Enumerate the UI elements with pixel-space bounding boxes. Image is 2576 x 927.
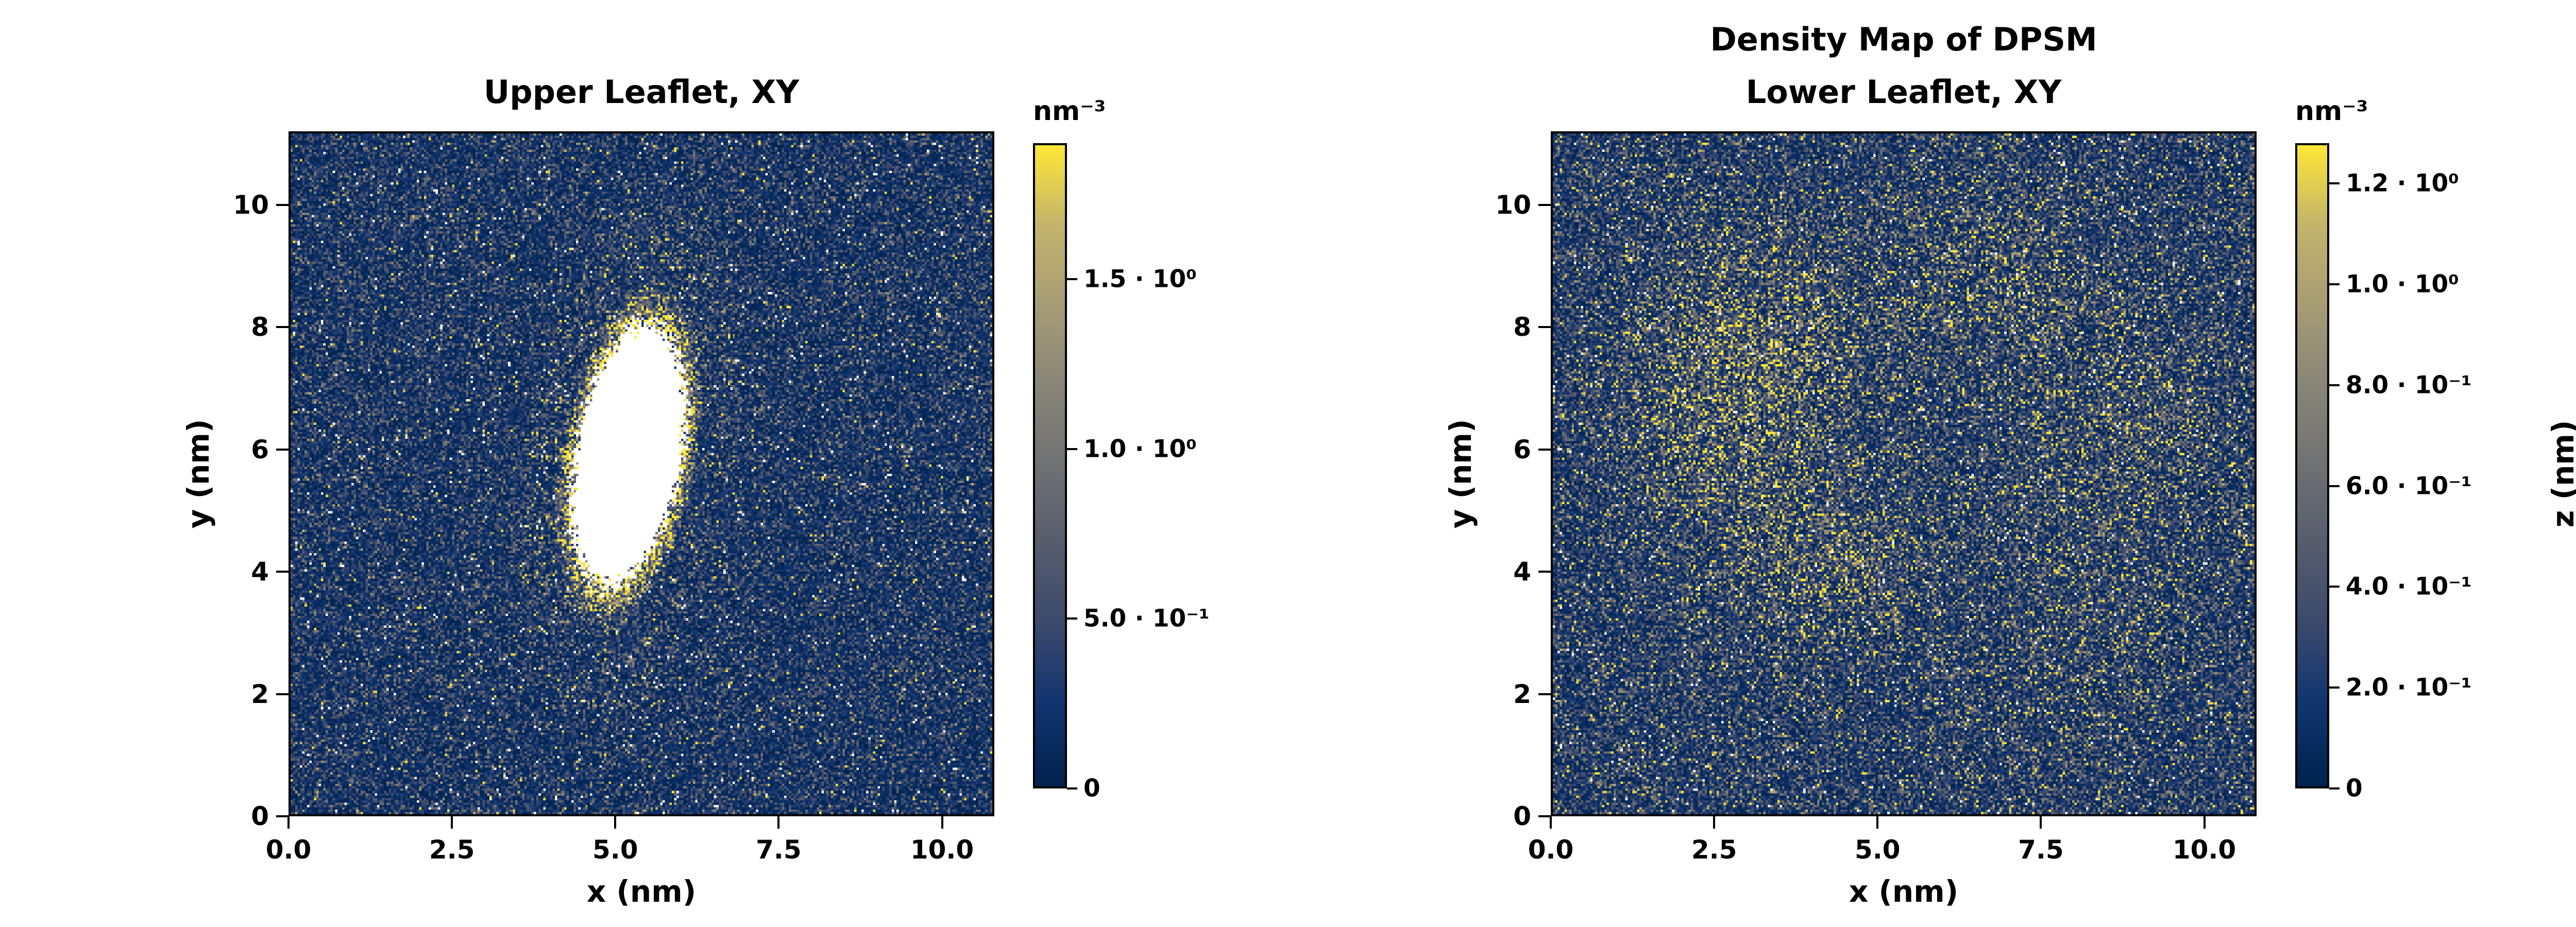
- x-axis-label: x (nm): [1849, 874, 1959, 909]
- y-tick-mark: [276, 815, 289, 817]
- y-tick-mark: [276, 448, 289, 451]
- y-tick-mark: [276, 203, 289, 206]
- y-tick-mark: [1538, 815, 1551, 817]
- heatmap-plot-area: [1551, 131, 2257, 816]
- x-tick-label: 7.5: [756, 835, 802, 865]
- x-tick-mark: [2040, 816, 2042, 829]
- colorbar-tick-mark: [1067, 278, 1077, 280]
- y-tick-mark: [1538, 326, 1551, 328]
- colorbar-tick-mark: [2329, 586, 2340, 588]
- y-tick-label: 10: [1495, 190, 1531, 220]
- colorbar-tick-label: 1.0 · 10⁰: [2346, 270, 2459, 299]
- y-tick-label: 8: [251, 312, 269, 342]
- colorbar-canvas: [2297, 145, 2327, 786]
- colorbar-tick-mark: [1067, 617, 1077, 620]
- x-tick-label: 2.5: [429, 835, 475, 865]
- colorbar-tick-mark: [2329, 686, 2340, 689]
- colorbar-tick-mark: [1067, 448, 1077, 450]
- y-tick-label: 4: [251, 557, 269, 587]
- y-tick-mark: [1538, 571, 1551, 573]
- colorbar-tick-mark: [2329, 182, 2340, 185]
- y-tick-label: 8: [1513, 312, 1531, 342]
- y-tick-label: 2: [251, 679, 269, 709]
- y-tick-label: 10: [233, 190, 269, 220]
- y-tick-mark: [1538, 693, 1551, 695]
- colorbar-tick-mark: [2329, 787, 2340, 789]
- colorbar-unit-label: nm⁻³: [1033, 96, 1106, 127]
- panel-title: Upper Leaflet, XY: [483, 73, 800, 111]
- y-tick-mark: [276, 693, 289, 695]
- colorbar-tick-label: 0: [2346, 774, 2363, 803]
- x-tick-mark: [614, 816, 617, 829]
- colorbar-tick-label: 5.0 · 10⁻¹: [1083, 604, 1210, 633]
- x-tick-mark: [1713, 816, 1716, 829]
- x-tick-mark: [1876, 816, 1879, 829]
- colorbar-unit-label: nm⁻³: [2295, 96, 2368, 127]
- x-axis-label: x (nm): [586, 874, 697, 909]
- colorbar-canvas: [1035, 145, 1065, 786]
- colorbar-tick-label: 0: [1083, 774, 1100, 803]
- colorbar-tick-mark: [2329, 283, 2340, 286]
- y-tick-label: 6: [251, 434, 269, 465]
- y-tick-label: 6: [1513, 434, 1531, 465]
- x-tick-label: 10.0: [910, 835, 974, 865]
- colorbar-tick-mark: [2329, 384, 2340, 386]
- x-tick-label: 10.0: [2172, 835, 2236, 865]
- colorbar-tick-label: 6.0 · 10⁻¹: [2346, 472, 2472, 501]
- y-tick-mark: [1538, 448, 1551, 451]
- x-tick-mark: [777, 816, 780, 829]
- x-tick-label: 0.0: [265, 835, 312, 865]
- colorbar-tick-label: 1.5 · 10⁰: [1083, 265, 1197, 294]
- x-tick-label: 0.0: [1528, 835, 1574, 865]
- figure-title: Density Map of DPSM: [1710, 21, 2097, 58]
- heatmap-plot-area: [289, 131, 994, 816]
- colorbar-tick-label: 1.2 · 10⁰: [2346, 169, 2459, 198]
- colorbar-tick-mark: [1067, 787, 1077, 789]
- x-tick-label: 5.0: [592, 835, 638, 865]
- y-tick-label: 4: [1513, 557, 1531, 587]
- y-tick-mark: [276, 326, 289, 328]
- x-tick-mark: [941, 816, 943, 829]
- colorbar-tick-label: 2.0 · 10⁻¹: [2346, 673, 2472, 702]
- y-tick-mark: [276, 571, 289, 573]
- colorbar-tick-mark: [2329, 485, 2340, 487]
- colorbar-tick-label: 8.0 · 10⁻¹: [2346, 371, 2472, 400]
- x-tick-label: 5.0: [1854, 835, 1901, 865]
- x-tick-mark: [287, 816, 290, 829]
- y-tick-mark: [1538, 203, 1551, 206]
- x-tick-label: 7.5: [2018, 835, 2064, 865]
- x-tick-label: 2.5: [1691, 835, 1737, 865]
- y-axis-label: z (nm): [2546, 420, 2576, 528]
- panel-title: Lower Leaflet, XY: [1745, 73, 2062, 111]
- y-tick-label: 0: [251, 801, 269, 831]
- colorbar: [2295, 143, 2329, 788]
- colorbar: [1033, 143, 1067, 788]
- y-tick-label: 2: [1513, 679, 1531, 709]
- y-tick-label: 0: [1513, 801, 1531, 831]
- colorbar-tick-label: 1.0 · 10⁰: [1083, 435, 1197, 464]
- heatmap-canvas: [291, 133, 992, 814]
- x-tick-mark: [451, 816, 453, 829]
- colorbar-tick-label: 4.0 · 10⁻¹: [2346, 572, 2472, 601]
- heatmap-canvas: [1553, 133, 2255, 814]
- x-tick-mark: [2203, 816, 2206, 829]
- x-tick-mark: [1550, 816, 1552, 829]
